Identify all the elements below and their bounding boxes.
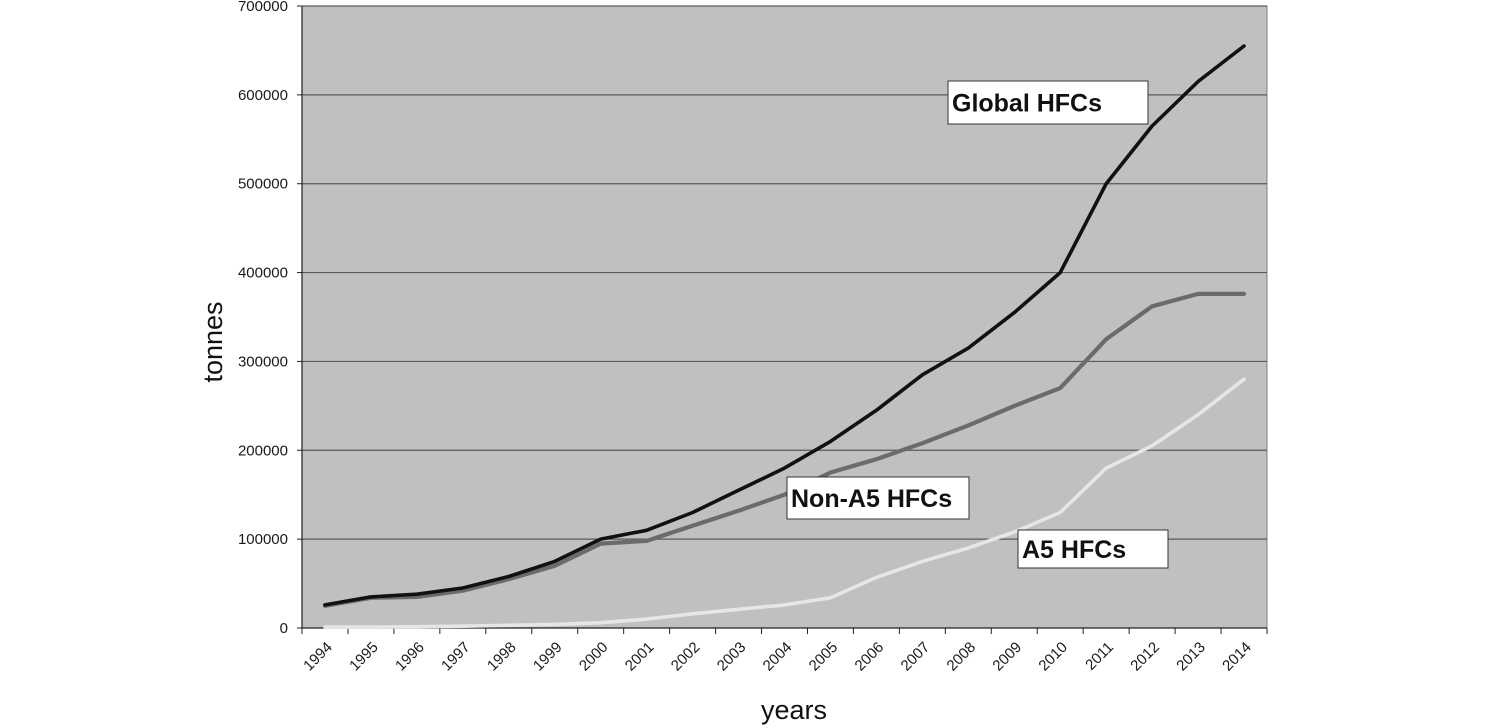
- y-tick-label: 200000: [238, 442, 288, 459]
- x-tick-labels: 1994 1995 1996 1997 1998 1999 2000 2001 2002 2003…: [300, 639, 1255, 675]
- x-tick-label: 2003: [714, 639, 750, 675]
- x-axis-title: years: [761, 695, 827, 725]
- x-tick-label: 2014: [1219, 639, 1255, 675]
- x-tick-label: 1995: [346, 639, 382, 675]
- x-tick-label: 2004: [760, 639, 796, 675]
- annotation-text: Non-A5 HFCs: [791, 485, 952, 513]
- y-tick-label: 700000: [238, 0, 288, 15]
- y-tick-label: 400000: [238, 265, 288, 282]
- annotation-a5: A5 HFCs: [1017, 529, 1169, 569]
- y-tick-label: 100000: [238, 531, 288, 548]
- x-tick-label: 2009: [989, 639, 1025, 675]
- y-tick-label: 0: [280, 620, 288, 637]
- annotation-box: [947, 80, 1149, 125]
- x-tick-label: 2006: [852, 639, 888, 675]
- annotation-non-a5: Non-A5 HFCs: [786, 476, 970, 520]
- annotation-box: [786, 476, 970, 520]
- annotation-text: A5 HFCs: [1022, 536, 1126, 564]
- y-tick-label: 500000: [238, 176, 288, 193]
- series-line-global: [323, 44, 1246, 607]
- x-tick-label: 1994: [300, 639, 336, 675]
- y-tick-label: 600000: [238, 87, 288, 104]
- x-tick-label: 1998: [484, 639, 520, 675]
- annotation-box: [1017, 529, 1169, 569]
- y-axis-title: tonnes: [198, 301, 228, 382]
- x-tick-label: 2005: [806, 639, 842, 675]
- x-tick-label: 2008: [944, 639, 980, 675]
- annotation-text: Global HFCs: [952, 90, 1102, 118]
- x-tick-label: 2000: [576, 639, 612, 675]
- x-tick-label: 1999: [530, 639, 566, 675]
- x-tick-label: 2010: [1035, 639, 1071, 675]
- x-tick-label: 1996: [392, 639, 428, 675]
- axes: [297, 5, 1268, 634]
- x-tick-label: 2001: [622, 639, 658, 675]
- x-tick-label: 2002: [668, 639, 704, 675]
- series-line-non-a5: [322, 291, 1247, 608]
- series-annotations: Global HFCs Non-A5 HFCs A5 HFCs: [786, 80, 1169, 569]
- annotation-global: Global HFCs: [947, 80, 1149, 125]
- x-tick-label: 2012: [1127, 639, 1163, 675]
- x-tick-label: 1997: [438, 639, 474, 675]
- x-tick-label: 2013: [1173, 639, 1209, 675]
- series-line-a5: [323, 377, 1246, 629]
- x-tick-label: 2007: [898, 639, 934, 675]
- y-tick-label: 300000: [238, 353, 288, 370]
- x-tick-label: 2011: [1082, 639, 1117, 674]
- y-tick-labels: 0 100000 200000 300000 400000 500000 600000 700…: [238, 0, 288, 637]
- series-lines: [322, 44, 1247, 629]
